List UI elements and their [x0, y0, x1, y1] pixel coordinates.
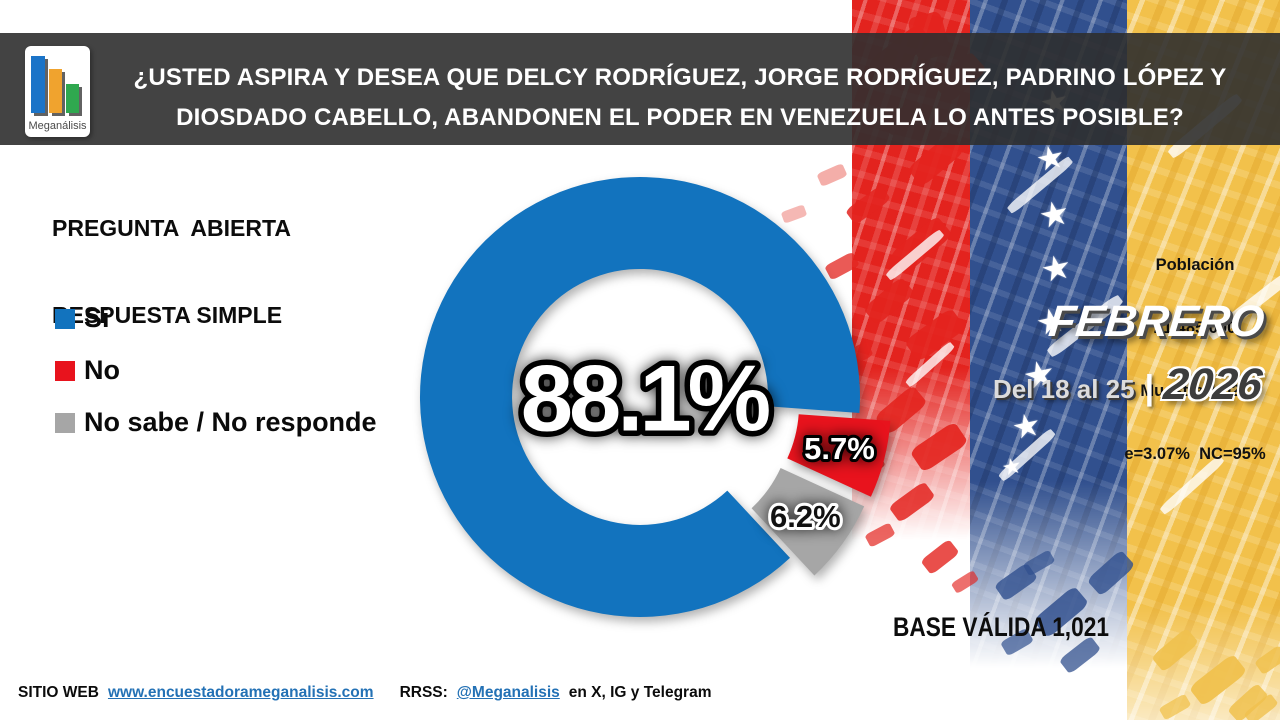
legend-label-no: No — [84, 355, 120, 385]
stats-error-confidence: e=3.07% NC=95% — [1124, 445, 1266, 463]
legend-swatch-no-icon — [55, 360, 75, 381]
donut-chart: 88.1% 5.7% 6.2% — [419, 176, 891, 617]
survey-date-row: Del 18 al 25 | 2026 — [992, 360, 1265, 410]
survey-date-range: Del 18 al 25 — [992, 374, 1135, 404]
logo-bar-green-icon — [66, 84, 79, 113]
question-type-note: PREGUNTA ABIERTA RESPUESTA SIMPLE — [52, 156, 291, 388]
poll-question-line2: DIOSDADO CABELLO, ABANDONEN EL PODER EN … — [176, 104, 1184, 131]
legend-item-no: No — [55, 355, 120, 386]
site-label: SITIO WEB — [18, 684, 99, 701]
logo-bar-blue-icon — [31, 56, 45, 113]
poll-question-line1: ¿USTED ASPIRA Y DESEA QUE DELCY RODRÍGUE… — [133, 64, 1227, 91]
poll-question: ¿USTED ASPIRA Y DESEA QUE DELCY RODRÍGUE… — [120, 58, 1240, 138]
stats-population-label: Población — [1155, 256, 1235, 274]
question-type-line2: RESPUESTA SIMPLE — [52, 302, 283, 328]
legend-swatch-nosabe-icon — [55, 412, 75, 433]
footer: SITIO WEB www.encuestadorameganalisis.co… — [18, 684, 712, 702]
nosabe-value-label: 6.2% — [770, 499, 841, 534]
center-value-label: 88.1% — [521, 346, 770, 451]
stats-population-value: 21,485,000 — [1153, 319, 1237, 337]
website-link[interactable]: www.encuestadorameganalisis.com — [107, 684, 374, 701]
rrss-networks: en X, IG y Telegram — [568, 684, 712, 701]
question-banner: Meganálisis ¿USTED ASPIRA Y DESEA QUE DE… — [0, 33, 1280, 145]
meganalisis-logo: Meganálisis — [25, 46, 90, 137]
survey-year: 2026 — [1161, 360, 1265, 409]
question-type-line1: PREGUNTA ABIERTA — [52, 215, 291, 241]
legend-swatch-si-icon — [55, 308, 75, 329]
sample-stats: Población 21,485,000 Muestra 1,021 e=3.0… — [1115, 213, 1275, 507]
flag-star-icon: ★ — [999, 452, 1025, 481]
valid-base: BASE VÁLIDA 1,021 — [893, 612, 1109, 642]
legend-item-nosabe: No sabe / No responde — [55, 407, 377, 438]
logo-bar-orange-icon — [49, 69, 62, 113]
logo-brand-text: Meganálisis — [28, 120, 87, 132]
no-value-label: 5.7% — [804, 431, 875, 466]
survey-month: FEBRERO — [1046, 297, 1267, 346]
rrss-label: RRSS: — [399, 684, 448, 701]
donut-slice-si — [419, 176, 860, 617]
legend-label-nosabe: No sabe / No responde — [84, 407, 377, 437]
social-handle-link[interactable]: @Meganalisis — [456, 684, 560, 701]
date-separator: | — [1144, 369, 1155, 407]
donut-slice-no — [787, 414, 891, 497]
legend-label-si: Si — [84, 303, 110, 333]
donut-slice-no — [751, 468, 865, 576]
legend-item-si: Si — [55, 303, 110, 334]
flag-star-icon: ★ — [1008, 405, 1045, 447]
stats-sample: Muestra 1,021 — [1140, 382, 1250, 400]
